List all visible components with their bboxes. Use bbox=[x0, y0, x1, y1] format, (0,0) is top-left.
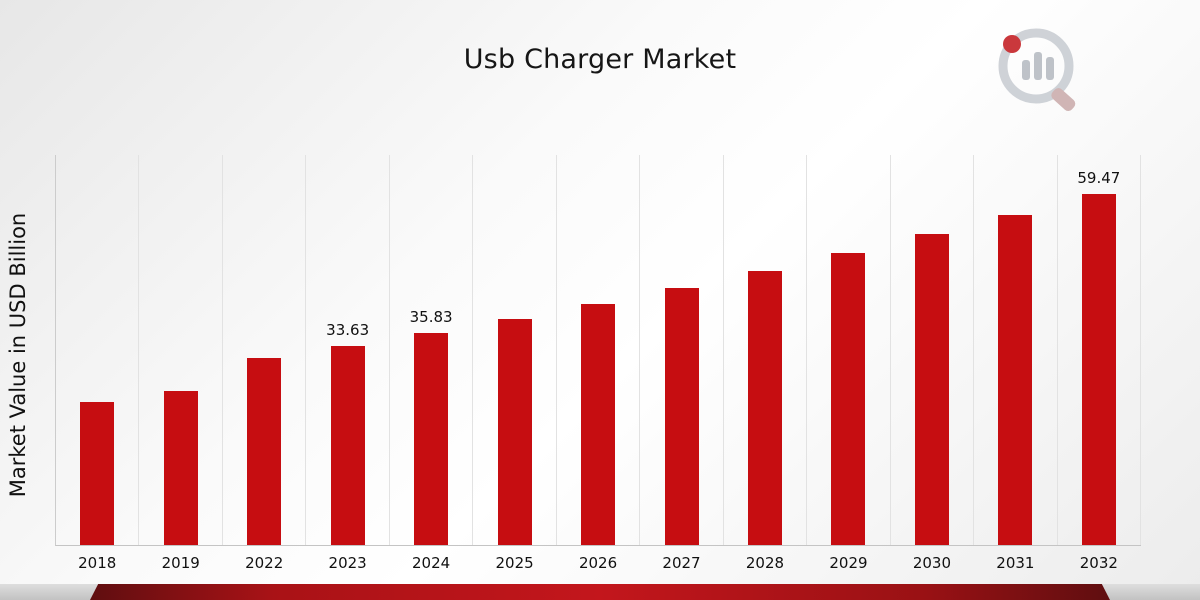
bar-2025 bbox=[497, 318, 532, 545]
x-tick-2031: 2031 bbox=[996, 554, 1035, 572]
bar-2026 bbox=[581, 303, 616, 545]
y-axis-label: Market Value in USD Billion bbox=[6, 212, 30, 498]
data-label-2023: 33.63 bbox=[326, 321, 370, 340]
bar-2029 bbox=[831, 253, 866, 545]
bar-2027 bbox=[664, 287, 699, 545]
bar-2024 bbox=[414, 333, 449, 545]
column-2032: 59.47 2032 bbox=[1058, 155, 1142, 572]
column-2028: 2028 bbox=[724, 155, 808, 572]
logo-bar-mid bbox=[1046, 57, 1054, 80]
x-tick-2032: 2032 bbox=[1079, 554, 1118, 572]
data-label-2032: 59.47 bbox=[1077, 168, 1121, 187]
column-2026: 2026 bbox=[557, 155, 641, 572]
column-2018: 2018 bbox=[56, 155, 140, 572]
x-tick-2028: 2028 bbox=[745, 554, 785, 572]
bar-chart-magnifier-logo bbox=[992, 26, 1088, 112]
column-2031: 2031 bbox=[974, 155, 1058, 572]
plot-area: 2018 2019 2022 33.63 2023 35.83 2024 2025 2026 20… bbox=[55, 155, 1142, 572]
column-2029: 2029 bbox=[807, 155, 891, 572]
logo-bar-short bbox=[1022, 60, 1030, 80]
column-2022: 2022 bbox=[223, 155, 307, 572]
bar-2028 bbox=[747, 270, 782, 545]
x-tick-2026: 2026 bbox=[578, 554, 618, 572]
x-tick-2030: 2030 bbox=[912, 554, 952, 572]
bar-2032 bbox=[1081, 193, 1116, 545]
bar-2023 bbox=[330, 346, 365, 545]
x-tick-2027: 2027 bbox=[662, 554, 701, 572]
x-tick-2024: 2024 bbox=[412, 554, 451, 572]
bar-2030 bbox=[914, 234, 949, 545]
x-tick-2022: 2022 bbox=[245, 554, 284, 572]
data-label-2024: 35.83 bbox=[409, 308, 453, 327]
column-2027: 2027 bbox=[640, 155, 724, 572]
x-tick-2025: 2025 bbox=[495, 554, 534, 572]
bar-2018 bbox=[80, 402, 115, 545]
x-tick-2018: 2018 bbox=[78, 554, 117, 572]
bar-2031 bbox=[998, 214, 1033, 545]
logo-bar-tall bbox=[1034, 52, 1042, 80]
bar-2019 bbox=[163, 391, 198, 545]
x-tick-2029: 2029 bbox=[829, 554, 868, 572]
logo-red-dot bbox=[1003, 35, 1021, 53]
x-tick-2023: 2023 bbox=[328, 554, 367, 572]
column-2025: 2025 bbox=[473, 155, 557, 572]
chart-title: Usb Charger Market bbox=[463, 44, 737, 75]
logo-ring bbox=[998, 28, 1074, 104]
footer-ribbon-red bbox=[90, 584, 1110, 600]
column-2030: 2030 bbox=[891, 155, 975, 572]
logo-handle bbox=[1051, 88, 1076, 111]
column-2019: 2019 bbox=[139, 155, 223, 572]
column-2023: 33.63 2023 bbox=[306, 155, 390, 572]
bar-2022 bbox=[247, 358, 282, 545]
column-2024: 35.83 2024 bbox=[390, 155, 474, 572]
x-tick-2019: 2019 bbox=[161, 554, 200, 572]
